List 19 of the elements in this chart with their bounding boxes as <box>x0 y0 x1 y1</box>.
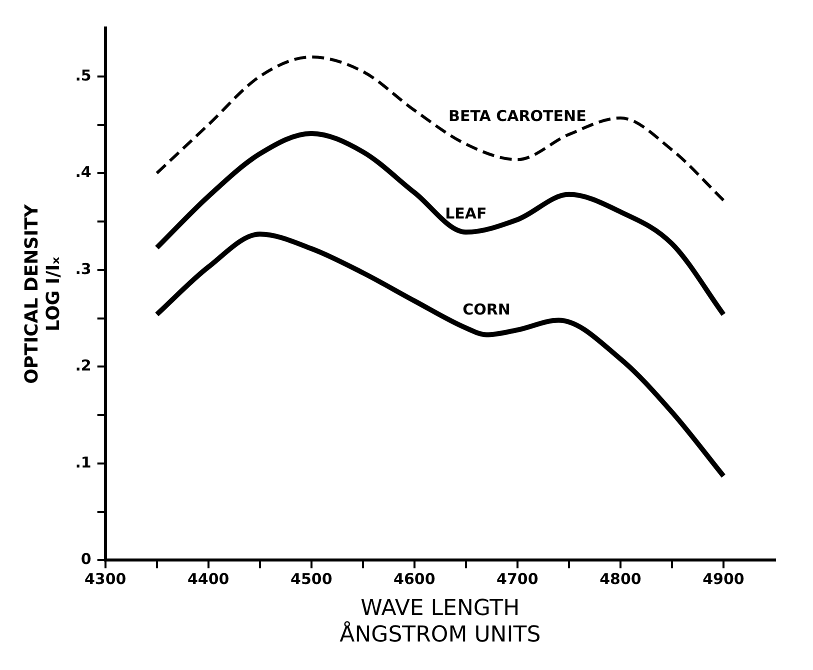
x-tick-label: 4800 <box>600 570 642 588</box>
x-tick-label: 4400 <box>187 570 230 588</box>
series-label: CORN <box>462 300 510 318</box>
y-tick-label: .3 <box>75 260 92 278</box>
y-tick-label: .2 <box>75 356 92 375</box>
series-label: BETA CAROTENE <box>448 106 586 125</box>
y-tick-label: .1 <box>75 453 92 472</box>
x-tick-label: 4300 <box>84 570 126 588</box>
line-series <box>155 56 725 202</box>
y-tick-label: .4 <box>75 163 92 182</box>
x-tick-label: 4700 <box>496 570 538 588</box>
x-tick-label: 4600 <box>394 570 436 588</box>
x-tick-label: 4500 <box>290 570 332 588</box>
x-axis-title: WAVE LENGTH ÅNGSTROM UNITS <box>340 596 541 648</box>
y-axis-title: OPTICAL DENSITY LOG I/Iₓ <box>21 203 64 384</box>
series-label: LEAF <box>445 204 487 223</box>
y-tick-label: .5 <box>75 66 92 84</box>
y-tick-label: 0 <box>80 550 92 568</box>
x-tick-label: 4900 <box>702 570 744 588</box>
